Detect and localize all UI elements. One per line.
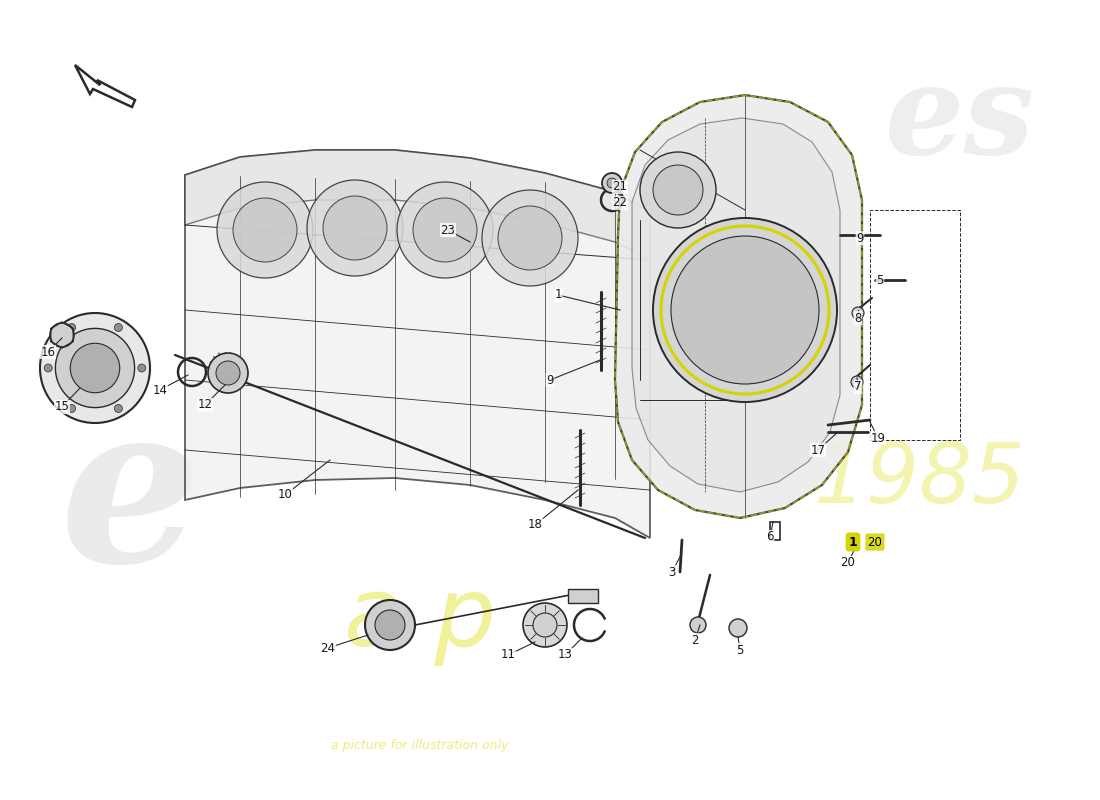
Text: 9: 9 — [547, 374, 553, 386]
Text: 22: 22 — [613, 197, 627, 210]
Circle shape — [323, 196, 387, 260]
Text: 15: 15 — [55, 401, 69, 414]
Circle shape — [851, 376, 864, 388]
Circle shape — [482, 190, 578, 286]
Text: 13: 13 — [558, 649, 572, 662]
Text: 14: 14 — [153, 383, 167, 397]
Text: 3: 3 — [669, 566, 675, 578]
Text: 23: 23 — [441, 223, 455, 237]
Circle shape — [67, 323, 76, 331]
Text: 2: 2 — [691, 634, 698, 646]
Circle shape — [412, 198, 477, 262]
Circle shape — [216, 361, 240, 385]
Circle shape — [50, 323, 74, 347]
Text: 19: 19 — [870, 431, 886, 445]
Circle shape — [640, 152, 716, 228]
Circle shape — [534, 613, 557, 637]
Circle shape — [365, 600, 415, 650]
Circle shape — [653, 218, 837, 402]
Text: 20: 20 — [840, 557, 856, 570]
Circle shape — [653, 165, 703, 215]
Circle shape — [671, 236, 820, 384]
Circle shape — [114, 323, 122, 331]
Circle shape — [138, 364, 145, 372]
Text: 20: 20 — [868, 535, 882, 549]
Polygon shape — [185, 150, 650, 538]
Text: 10: 10 — [277, 489, 293, 502]
Text: 11: 11 — [500, 649, 516, 662]
Text: 16: 16 — [41, 346, 55, 358]
Text: 1985: 1985 — [814, 439, 1026, 521]
Polygon shape — [185, 150, 650, 260]
Text: 9: 9 — [856, 231, 864, 245]
Circle shape — [233, 198, 297, 262]
Circle shape — [208, 353, 248, 393]
Circle shape — [40, 313, 150, 423]
Circle shape — [607, 178, 617, 188]
Circle shape — [397, 182, 493, 278]
Text: 17: 17 — [811, 443, 825, 457]
Text: 18: 18 — [528, 518, 542, 531]
Text: 5: 5 — [736, 643, 744, 657]
Circle shape — [498, 206, 562, 270]
Circle shape — [70, 343, 120, 393]
Polygon shape — [615, 95, 862, 518]
Circle shape — [67, 405, 76, 413]
Text: 24: 24 — [320, 642, 336, 654]
Circle shape — [307, 180, 403, 276]
Circle shape — [44, 364, 53, 372]
Circle shape — [729, 619, 747, 637]
Text: 12: 12 — [198, 398, 212, 411]
Text: 8: 8 — [855, 311, 861, 325]
Text: a p: a p — [344, 574, 496, 666]
Circle shape — [55, 328, 134, 408]
Polygon shape — [632, 118, 840, 492]
Text: 5: 5 — [877, 274, 883, 286]
Circle shape — [375, 610, 405, 640]
Text: 1: 1 — [848, 535, 857, 549]
Circle shape — [690, 617, 706, 633]
Circle shape — [852, 307, 864, 319]
Text: e: e — [59, 392, 200, 608]
Text: a picture for illustration only: a picture for illustration only — [331, 738, 508, 751]
Text: 21: 21 — [613, 181, 627, 194]
Bar — [568, 589, 598, 603]
Text: es: es — [886, 59, 1035, 181]
Text: 1: 1 — [554, 289, 562, 302]
Text: 7: 7 — [855, 381, 861, 394]
Text: 6: 6 — [767, 530, 773, 543]
Circle shape — [114, 405, 122, 413]
Circle shape — [217, 182, 314, 278]
Circle shape — [522, 603, 566, 647]
Circle shape — [602, 173, 621, 193]
